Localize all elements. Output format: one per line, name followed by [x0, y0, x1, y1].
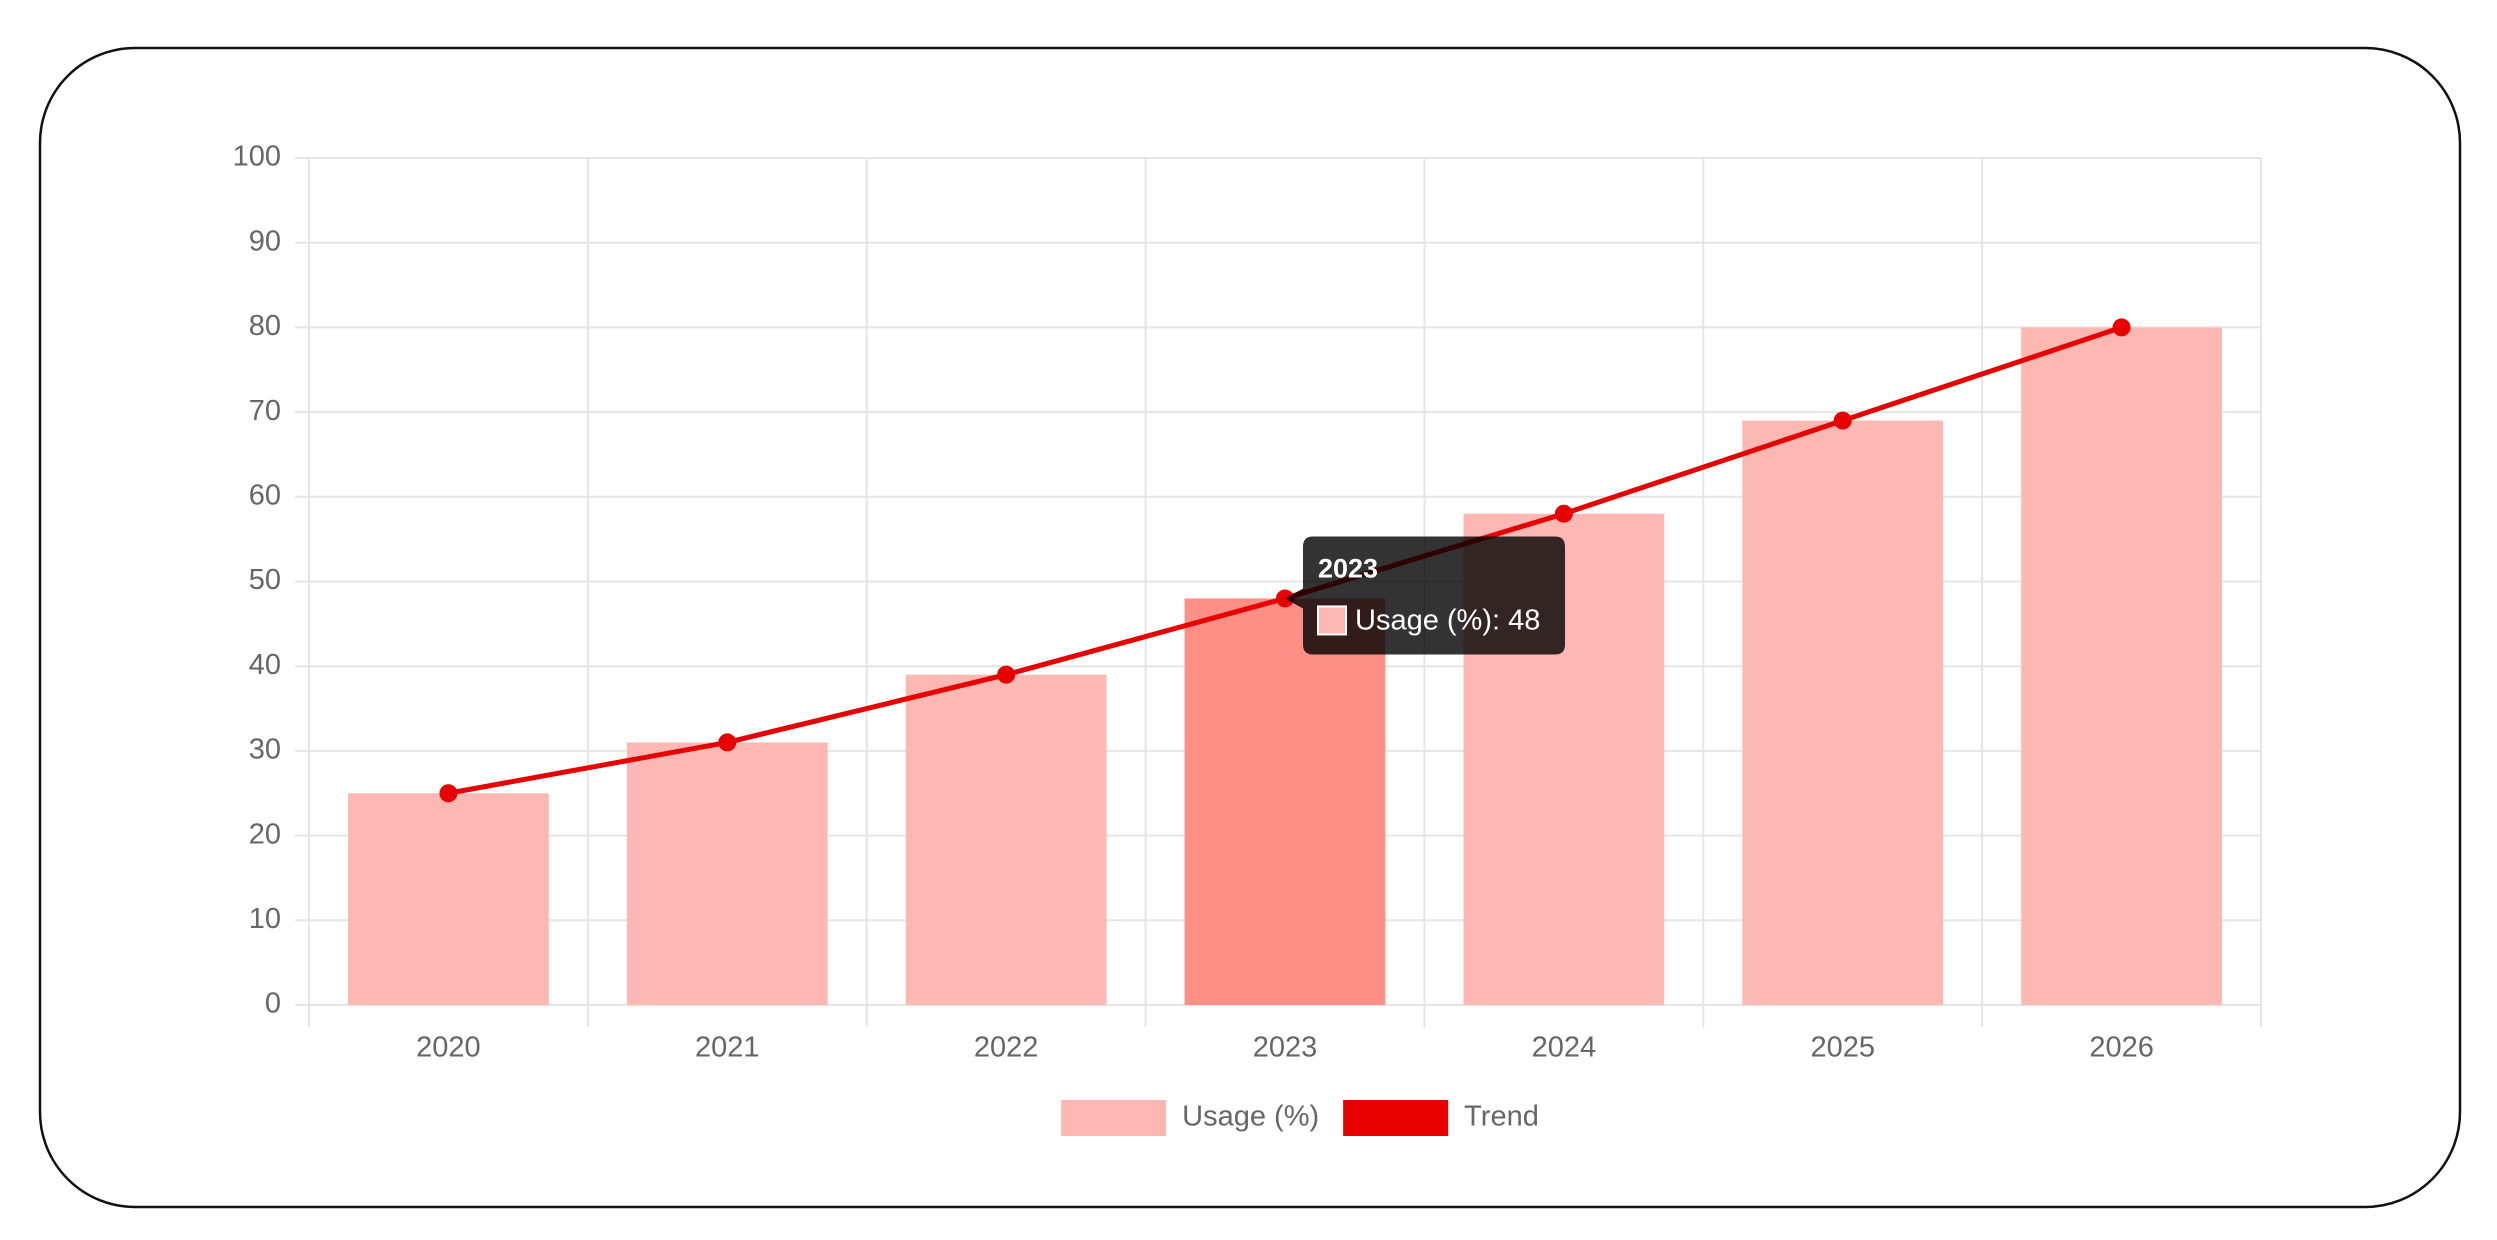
trend-point[interactable] — [1833, 411, 1852, 430]
tooltip-separator: : — [1492, 604, 1508, 636]
y-tick-label: 60 — [249, 479, 281, 511]
y-tick-label: 50 — [249, 564, 281, 596]
legend-label[interactable]: Trend — [1464, 1101, 1539, 1133]
y-tick-label: 30 — [249, 734, 281, 766]
bar[interactable] — [1742, 420, 1944, 1005]
x-tick-label: 2026 — [2089, 1032, 2154, 1064]
bar[interactable] — [2021, 327, 2222, 1005]
tooltip-swatch — [1317, 605, 1347, 636]
legend-swatch[interactable] — [1343, 1100, 1449, 1136]
y-tick-label: 40 — [249, 649, 281, 681]
tooltip-title: 2023 — [1318, 554, 1378, 584]
x-tick-label: 2025 — [1810, 1032, 1875, 1064]
y-tick-label: 0 — [265, 988, 281, 1020]
trend-point[interactable] — [2112, 318, 2131, 337]
bar[interactable] — [348, 793, 549, 1005]
trend-point[interactable] — [1554, 504, 1573, 523]
tooltip: 2023 Usage (%): 48 — [1285, 536, 1565, 655]
trend-point[interactable] — [997, 665, 1016, 684]
tooltip-label: Usage (%): 48 — [1355, 604, 1540, 636]
legend-label[interactable]: Usage (%) — [1182, 1101, 1319, 1133]
y-tick-label: 70 — [249, 395, 281, 427]
x-tick-label: 2021 — [695, 1032, 760, 1064]
x-tick-label: 2020 — [416, 1032, 481, 1064]
trend-point[interactable] — [718, 733, 737, 752]
y-tick-label: 90 — [249, 225, 281, 257]
x-tick-label: 2022 — [974, 1032, 1039, 1064]
x-tick-label: 2023 — [1253, 1032, 1318, 1064]
x-tick-label: 2024 — [1532, 1032, 1597, 1064]
bar[interactable] — [1184, 598, 1386, 1005]
tooltip-series: Usage (%) — [1355, 604, 1492, 636]
y-tick-label: 10 — [249, 903, 281, 935]
y-tick-label: 80 — [249, 310, 281, 342]
legend-swatch[interactable] — [1061, 1100, 1167, 1136]
bar[interactable] — [905, 674, 1107, 1005]
marks — [348, 318, 2222, 1005]
bar[interactable] — [626, 742, 828, 1005]
tooltip-value: 48 — [1508, 604, 1540, 636]
y-tick-label: 20 — [249, 818, 281, 850]
y-tick-label: 100 — [233, 141, 281, 173]
tooltip-box — [1285, 536, 1565, 655]
trend-point[interactable] — [439, 784, 458, 803]
legend: Usage (%) Trend — [1061, 1100, 1539, 1136]
